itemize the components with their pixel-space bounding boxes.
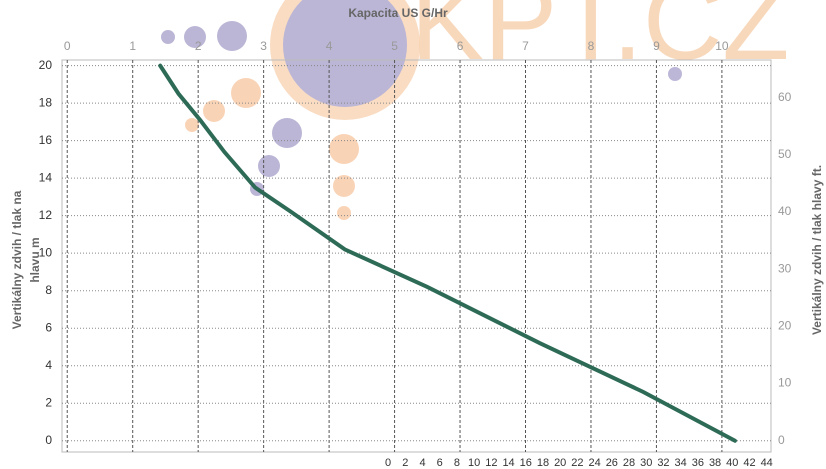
watermark: KPT.CZ [411,0,790,83]
x2-tick-label: 34 [675,457,687,469]
chart: KPT.CZ Kapacita US G/Hr Vertikálny zdvih… [0,0,826,469]
x-tick-label: 1 [129,39,136,53]
x2-tick-label: 0 [385,457,391,469]
x2-tick-label: 16 [520,457,532,469]
x2-tick-label: 2 [402,457,408,469]
y-tick-label: 2 [45,395,52,409]
x2-tick-label: 24 [588,457,600,469]
x-tick-label: 2 [195,39,202,53]
y-axis-title: hlavu m [28,237,42,282]
x2-tick-label: 40 [726,457,738,469]
y-tick-label: 6 [45,320,52,334]
x2-tick-label: 44 [761,457,773,469]
y2-tick-label: 50 [778,147,792,161]
y-tick-label: 16 [39,133,53,147]
y2-axis-title: Vertikálny zdvih / tlak hlavy ft. [810,165,824,335]
y2-tick-label: 40 [778,204,792,218]
x2-tick-label: 10 [468,457,480,469]
x2-tick-label: 18 [537,457,549,469]
y2-tick-label: 20 [778,319,792,333]
x2-tick-label: 12 [485,457,497,469]
x2-tick-label: 26 [606,457,618,469]
x-tick-label: 7 [522,39,529,53]
y-axis-title: Vertikálny zdvih / tlak na [10,190,24,329]
y-tick-label: 18 [39,95,53,109]
x2-tick-label: 32 [657,457,669,469]
y2-tick-label: 60 [778,90,792,104]
y-tick-label: 8 [45,283,52,297]
x-tick-label: 3 [260,39,267,53]
x2-tick-label: 42 [743,457,755,469]
y-tick-label: 14 [39,170,53,184]
y-tick-label: 12 [39,208,53,222]
x-tick-label: 4 [326,39,333,53]
y2-tick-label: 0 [778,433,785,447]
y-tick-label: 4 [45,358,52,372]
x2-tick-label: 22 [571,457,583,469]
y2-tick-label: 10 [778,376,792,390]
series-line [160,66,735,441]
x2-tick-label: 8 [454,457,460,469]
y-tick-label: 0 [45,433,52,447]
x-tick-label: 0 [64,39,71,53]
y-tick-label: 10 [39,245,53,259]
x2-tick-label: 36 [692,457,704,469]
x2-tick-label: 28 [623,457,635,469]
y2-tick-label: 30 [778,261,792,275]
plot-frame [62,60,771,452]
x-axis-title: Kapacita US G/Hr [348,6,448,20]
x2-tick-label: 30 [640,457,652,469]
x-tick-label: 5 [391,39,398,53]
x2-tick-label: 6 [437,457,443,469]
x-tick-label: 8 [588,39,595,53]
x-tick-label: 6 [457,39,464,53]
x2-tick-label: 38 [709,457,721,469]
y-tick-label: 20 [39,58,53,72]
x-tick-label: 10 [715,39,729,53]
x2-tick-label: 20 [554,457,566,469]
x2-tick-label: 14 [502,457,514,469]
x2-tick-label: 4 [419,457,425,469]
x-tick-label: 9 [653,39,660,53]
